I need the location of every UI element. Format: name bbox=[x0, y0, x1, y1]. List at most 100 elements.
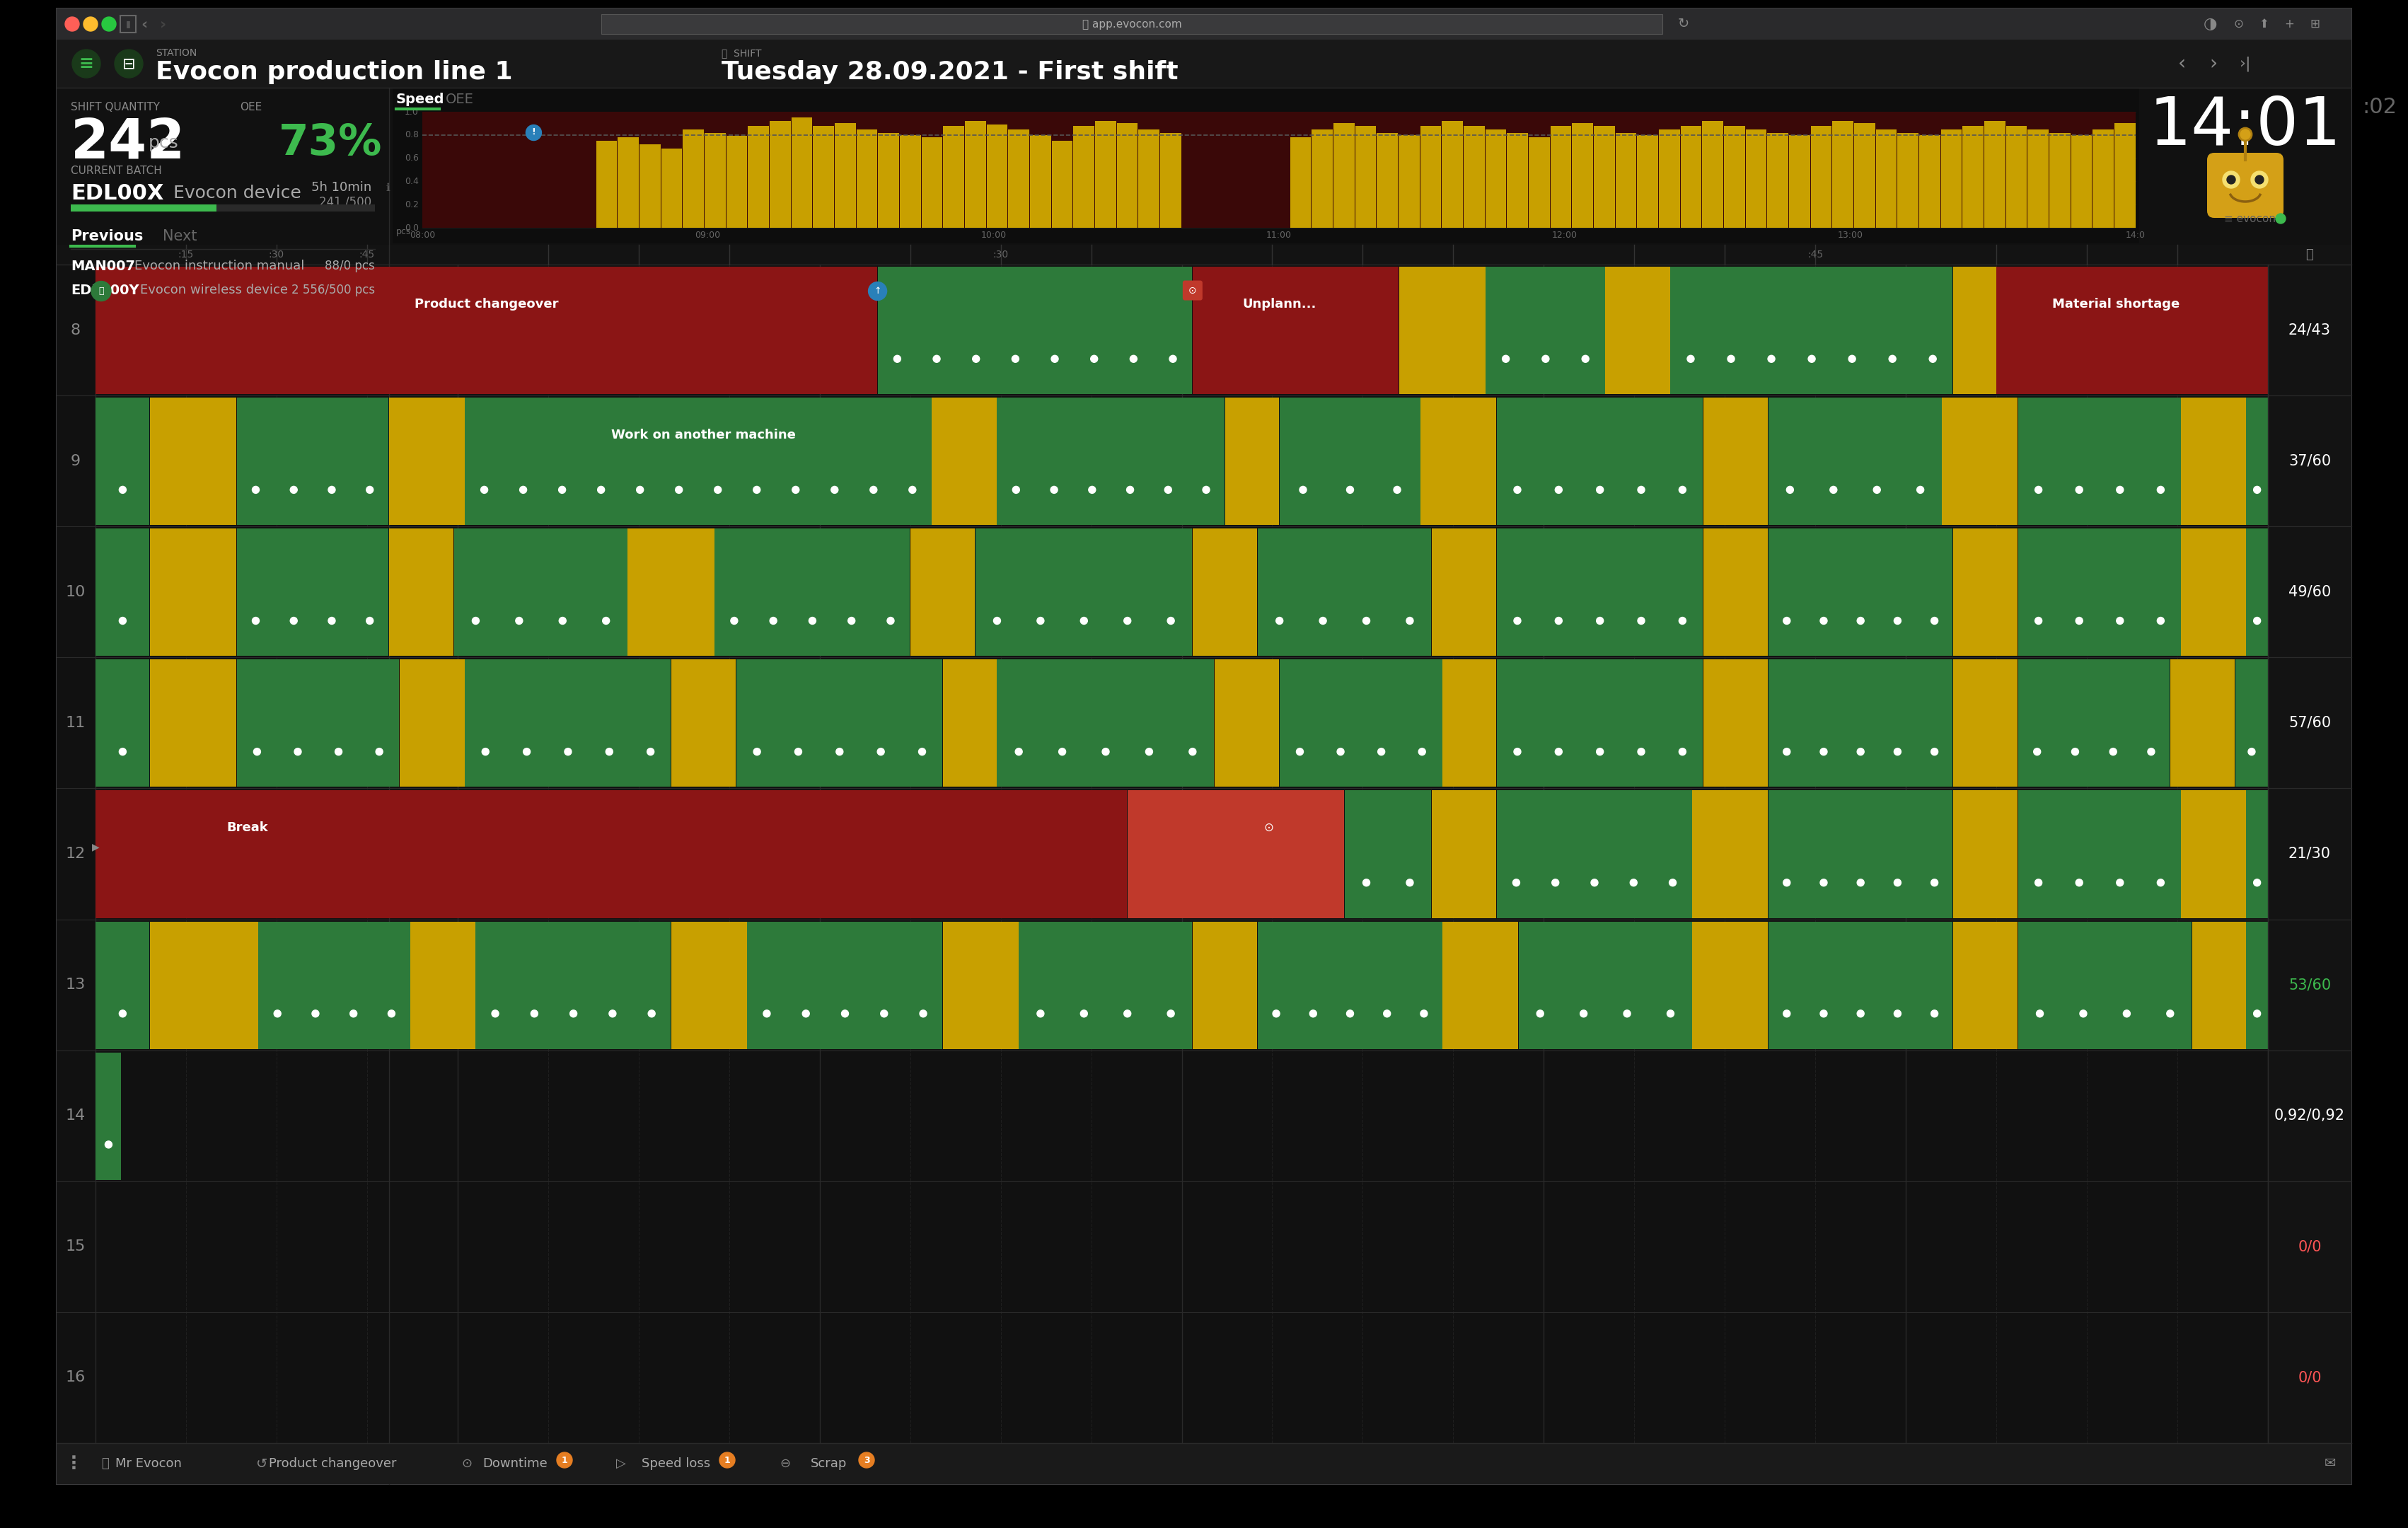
Circle shape bbox=[1857, 1010, 1864, 1018]
Circle shape bbox=[795, 749, 802, 755]
Text: ▶: ▶ bbox=[92, 842, 99, 853]
Circle shape bbox=[1820, 617, 1828, 625]
Bar bbox=[662, 148, 681, 228]
Bar bbox=[58, 266, 2350, 396]
Circle shape bbox=[602, 617, 609, 625]
Bar bbox=[2182, 397, 2247, 526]
Bar bbox=[1789, 134, 1811, 228]
Bar bbox=[409, 921, 474, 1048]
Circle shape bbox=[525, 125, 542, 141]
Bar bbox=[455, 529, 628, 656]
Bar bbox=[58, 527, 2350, 657]
Bar bbox=[2268, 659, 2350, 788]
Text: Evocon device: Evocon device bbox=[173, 185, 301, 202]
Bar bbox=[58, 920, 2350, 1050]
Text: 12: 12 bbox=[65, 847, 87, 860]
Bar bbox=[910, 529, 975, 656]
Circle shape bbox=[2035, 617, 2042, 625]
Circle shape bbox=[809, 617, 816, 625]
Circle shape bbox=[1582, 356, 1589, 362]
Circle shape bbox=[482, 749, 489, 755]
Bar bbox=[771, 121, 790, 228]
Bar bbox=[2268, 1313, 2350, 1442]
Circle shape bbox=[1165, 486, 1173, 494]
Circle shape bbox=[1385, 1010, 1389, 1018]
Circle shape bbox=[1515, 749, 1522, 755]
Circle shape bbox=[472, 617, 479, 625]
Bar bbox=[70, 205, 376, 211]
Text: 10:00: 10:00 bbox=[980, 231, 1007, 240]
Circle shape bbox=[1556, 617, 1563, 625]
Circle shape bbox=[1857, 617, 1864, 625]
Bar bbox=[1498, 660, 1702, 787]
Circle shape bbox=[1597, 617, 1604, 625]
Circle shape bbox=[1623, 1010, 1630, 1018]
Bar bbox=[1399, 267, 1486, 394]
Bar bbox=[388, 529, 453, 656]
Circle shape bbox=[530, 1010, 537, 1018]
Text: Scrap: Scrap bbox=[811, 1458, 848, 1470]
Circle shape bbox=[1536, 1010, 1544, 1018]
Text: !: ! bbox=[532, 127, 535, 136]
Circle shape bbox=[869, 283, 886, 301]
Circle shape bbox=[1406, 617, 1413, 625]
Circle shape bbox=[2076, 486, 2083, 494]
Bar bbox=[1953, 921, 2018, 1048]
Text: 49/60: 49/60 bbox=[2288, 585, 2331, 599]
Bar bbox=[2071, 134, 2093, 228]
Text: 0/0: 0/0 bbox=[2297, 1239, 2321, 1254]
Circle shape bbox=[1727, 356, 1734, 362]
Circle shape bbox=[1016, 749, 1023, 755]
Bar bbox=[258, 921, 409, 1048]
Text: ⓘ: ⓘ bbox=[2307, 248, 2314, 261]
Bar bbox=[1430, 529, 1495, 656]
Circle shape bbox=[118, 617, 125, 625]
Circle shape bbox=[1503, 356, 1510, 362]
Bar bbox=[1192, 921, 1257, 1048]
Bar bbox=[2018, 921, 2191, 1048]
Circle shape bbox=[754, 749, 761, 755]
Circle shape bbox=[840, 1010, 848, 1018]
Bar bbox=[1498, 397, 1702, 526]
Circle shape bbox=[1336, 749, 1344, 755]
Bar bbox=[877, 267, 1192, 394]
Circle shape bbox=[792, 486, 799, 494]
Circle shape bbox=[2117, 879, 2124, 886]
Text: Product changeover: Product changeover bbox=[414, 298, 559, 310]
Circle shape bbox=[559, 486, 566, 494]
Circle shape bbox=[1678, 486, 1686, 494]
Bar bbox=[1486, 267, 1606, 394]
Text: MAN007: MAN007 bbox=[70, 260, 135, 272]
Circle shape bbox=[1580, 1010, 1587, 1018]
Circle shape bbox=[106, 1141, 113, 1148]
Circle shape bbox=[253, 749, 260, 755]
Circle shape bbox=[1857, 749, 1864, 755]
Bar bbox=[1659, 130, 1681, 228]
Text: 21/30: 21/30 bbox=[2288, 847, 2331, 860]
Circle shape bbox=[1081, 617, 1088, 625]
Circle shape bbox=[2167, 1010, 2174, 1018]
Bar bbox=[1616, 133, 1637, 228]
Bar bbox=[602, 14, 1662, 34]
Bar bbox=[1356, 125, 1377, 228]
Circle shape bbox=[1592, 879, 1599, 886]
Circle shape bbox=[1931, 617, 1938, 625]
Circle shape bbox=[1363, 879, 1370, 886]
Circle shape bbox=[771, 617, 778, 625]
Bar bbox=[1442, 921, 1517, 1048]
Bar bbox=[997, 397, 1226, 526]
Text: 2 556/500 pcs: 2 556/500 pcs bbox=[291, 284, 376, 296]
Bar bbox=[1767, 133, 1789, 228]
Circle shape bbox=[1300, 486, 1308, 494]
Text: ⬆: ⬆ bbox=[2259, 18, 2268, 31]
Circle shape bbox=[2076, 617, 2083, 625]
Bar bbox=[1312, 130, 1334, 228]
Circle shape bbox=[1917, 486, 1924, 494]
Bar bbox=[1344, 790, 1430, 918]
Bar bbox=[1127, 790, 1344, 918]
Circle shape bbox=[1011, 356, 1019, 362]
Bar bbox=[96, 790, 1127, 918]
Text: 241 /500: 241 /500 bbox=[318, 196, 371, 208]
Circle shape bbox=[1202, 486, 1209, 494]
Text: 88/0 pcs: 88/0 pcs bbox=[325, 260, 376, 272]
